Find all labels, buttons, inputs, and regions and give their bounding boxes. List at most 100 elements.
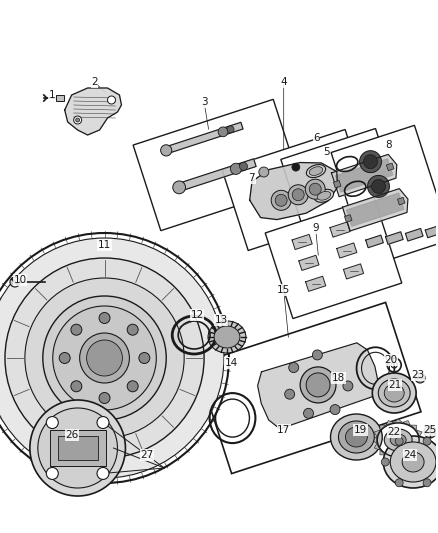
Text: 4: 4 [280, 77, 287, 87]
Text: 7: 7 [248, 173, 255, 183]
Polygon shape [306, 276, 326, 292]
Circle shape [292, 189, 304, 201]
Bar [344, 215, 352, 222]
Polygon shape [394, 419, 403, 422]
Circle shape [437, 458, 438, 466]
Circle shape [240, 163, 247, 171]
Bar [50, 430, 106, 466]
Circle shape [38, 408, 117, 488]
Circle shape [76, 118, 80, 122]
Text: 25: 25 [424, 425, 437, 435]
Circle shape [25, 278, 184, 438]
Circle shape [424, 426, 436, 438]
Circle shape [395, 437, 403, 445]
Polygon shape [403, 421, 410, 425]
Ellipse shape [306, 165, 325, 177]
Polygon shape [386, 421, 394, 425]
Circle shape [415, 373, 425, 383]
Polygon shape [343, 264, 364, 279]
Circle shape [275, 195, 287, 206]
Polygon shape [336, 159, 393, 192]
Polygon shape [133, 99, 301, 231]
Circle shape [330, 405, 340, 415]
Circle shape [173, 181, 186, 194]
Circle shape [230, 163, 241, 174]
Text: 22: 22 [388, 427, 401, 437]
Polygon shape [420, 437, 424, 443]
Text: 27: 27 [141, 450, 154, 460]
Circle shape [99, 392, 110, 403]
Circle shape [395, 479, 403, 487]
Polygon shape [178, 159, 256, 191]
Circle shape [43, 296, 166, 420]
Polygon shape [403, 455, 410, 459]
Text: 11: 11 [98, 240, 111, 250]
Ellipse shape [317, 191, 331, 200]
Text: 21: 21 [389, 380, 402, 390]
Ellipse shape [372, 373, 416, 413]
Circle shape [259, 167, 269, 177]
Polygon shape [417, 443, 422, 450]
Ellipse shape [339, 421, 374, 453]
Circle shape [381, 458, 389, 466]
Polygon shape [330, 222, 350, 237]
Polygon shape [380, 450, 386, 455]
Ellipse shape [360, 151, 381, 173]
Circle shape [288, 185, 308, 205]
Ellipse shape [314, 189, 334, 203]
Polygon shape [425, 225, 438, 238]
Text: 1: 1 [49, 90, 55, 100]
Circle shape [227, 126, 234, 133]
Circle shape [304, 408, 314, 418]
Ellipse shape [309, 167, 323, 175]
Circle shape [87, 340, 123, 376]
Circle shape [306, 373, 330, 397]
Circle shape [289, 362, 299, 373]
Text: 8: 8 [385, 140, 392, 150]
Circle shape [305, 179, 325, 199]
Ellipse shape [390, 442, 436, 482]
Polygon shape [299, 255, 319, 270]
Polygon shape [337, 243, 357, 258]
Circle shape [309, 183, 321, 195]
Circle shape [97, 417, 109, 429]
Text: 12: 12 [191, 310, 204, 320]
Circle shape [97, 467, 109, 480]
Ellipse shape [378, 379, 410, 407]
Ellipse shape [208, 321, 246, 353]
Polygon shape [374, 443, 380, 450]
Circle shape [139, 352, 150, 364]
Bar [56, 95, 64, 101]
Ellipse shape [384, 384, 404, 402]
Circle shape [423, 479, 431, 487]
Polygon shape [265, 197, 402, 319]
Polygon shape [343, 189, 408, 231]
Ellipse shape [383, 436, 438, 488]
Circle shape [53, 306, 156, 410]
Bar [333, 181, 341, 188]
Text: 15: 15 [277, 285, 290, 295]
Circle shape [423, 437, 431, 445]
Polygon shape [366, 235, 383, 248]
Text: 17: 17 [277, 425, 290, 435]
Polygon shape [374, 430, 380, 437]
Polygon shape [222, 130, 371, 251]
Text: 26: 26 [65, 430, 78, 440]
Polygon shape [380, 425, 386, 430]
Ellipse shape [331, 414, 382, 460]
Polygon shape [196, 302, 421, 474]
Circle shape [59, 352, 70, 364]
Ellipse shape [214, 326, 240, 348]
Text: 9: 9 [312, 223, 319, 233]
Text: 13: 13 [214, 315, 228, 325]
Circle shape [285, 389, 295, 399]
Polygon shape [406, 229, 423, 241]
Circle shape [218, 127, 228, 137]
Ellipse shape [346, 427, 367, 447]
Circle shape [127, 324, 138, 335]
Polygon shape [386, 455, 394, 459]
Text: 20: 20 [385, 355, 398, 365]
Text: 24: 24 [403, 450, 417, 460]
Ellipse shape [390, 434, 406, 446]
Polygon shape [385, 232, 403, 244]
